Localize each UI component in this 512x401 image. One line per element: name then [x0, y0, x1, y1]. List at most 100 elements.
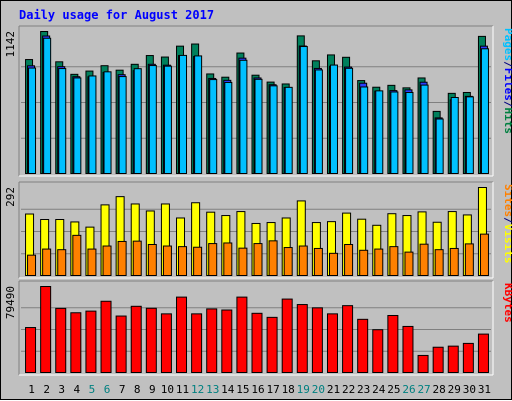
bar-kbytes — [206, 308, 218, 374]
x-tick-label: 13 — [206, 383, 219, 396]
bar-sites — [359, 249, 369, 277]
panel-legend: Pages/Files/Hits — [502, 28, 512, 134]
x-tick-label: 17 — [266, 383, 279, 396]
bar-sites — [57, 249, 67, 277]
bar-kbytes — [160, 313, 172, 373]
legend-entry: Visits — [502, 224, 512, 264]
bar-pages — [28, 67, 37, 174]
bar-kbytes — [266, 316, 278, 373]
x-tick-label: 2 — [43, 383, 50, 396]
bar-pages — [345, 67, 354, 174]
bar-pages — [254, 78, 263, 174]
x-tick-label: 14 — [221, 383, 235, 396]
x-tick-label: 29 — [448, 383, 461, 396]
bar-kbytes — [236, 296, 248, 374]
legend-entry: / — [502, 217, 512, 224]
bar-kbytes — [221, 309, 233, 374]
x-tick-label: 22 — [342, 383, 355, 396]
bar-kbytes — [145, 307, 157, 374]
bar-pages — [58, 68, 67, 174]
bar-sites — [193, 246, 203, 277]
bar-kbytes — [402, 325, 414, 373]
x-tick-label: 24 — [372, 383, 386, 396]
bar-pages — [435, 118, 444, 174]
bar-sites — [434, 249, 444, 277]
x-tick-label: 15 — [236, 383, 249, 396]
x-tick-label: 12 — [191, 383, 204, 396]
bar-pages — [269, 85, 278, 174]
bar-kbytes — [25, 327, 37, 373]
bar-sites — [27, 254, 37, 276]
panel-sites-visits: 292 Sites/Visits — [4, 181, 512, 279]
y-max-label: 1142 — [4, 31, 17, 58]
x-tick-label: 1 — [28, 383, 35, 396]
x-tick-label: 18 — [282, 383, 295, 396]
bar-pages — [73, 77, 82, 174]
x-tick-label: 3 — [58, 383, 65, 396]
bar-sites — [102, 245, 112, 277]
bar-pages — [133, 68, 142, 174]
bar-pages — [450, 96, 459, 174]
bar-kbytes — [55, 307, 67, 373]
bar-pages — [209, 79, 218, 174]
x-tick-label: 26 — [402, 383, 415, 396]
bar-kbytes — [176, 296, 188, 374]
bar-pages — [239, 59, 248, 174]
bar-kbytes — [130, 305, 142, 374]
bar-kbytes — [447, 345, 459, 373]
bar-pages — [405, 91, 414, 174]
x-tick-label: 21 — [327, 383, 340, 396]
bar-kbytes — [296, 304, 308, 374]
bar-kbytes — [191, 313, 203, 373]
x-tick-label: 16 — [251, 383, 264, 396]
bar-sites — [389, 246, 399, 277]
bar-pages — [390, 91, 399, 174]
bar-kbytes — [417, 354, 429, 374]
x-tick-label: 25 — [387, 383, 400, 396]
x-tick-label: 11 — [176, 383, 189, 396]
x-tick-label: 27 — [417, 383, 430, 396]
bar-pages — [224, 81, 233, 174]
bar-sites — [132, 240, 142, 276]
x-tick-label: 19 — [297, 383, 310, 396]
bar-kbytes — [251, 312, 263, 373]
x-tick-label: 7 — [119, 383, 126, 396]
bar-pages — [314, 69, 323, 174]
bar-kbytes — [326, 313, 338, 373]
legend-entry: Files — [502, 68, 512, 101]
x-tick-label: 28 — [433, 383, 446, 396]
bar-sites — [449, 247, 459, 277]
y-max-label: 292 — [4, 187, 17, 207]
bar-sites — [328, 252, 338, 276]
bar-kbytes — [357, 318, 369, 373]
bar-pages — [43, 37, 52, 174]
bar-kbytes — [387, 314, 399, 374]
bar-sites — [208, 243, 218, 277]
bar-sites — [374, 248, 384, 277]
x-tick-label: 30 — [463, 383, 476, 396]
bar-pages — [299, 46, 308, 174]
bar-sites — [42, 248, 52, 277]
bar-sites — [178, 246, 188, 277]
bar-sites — [253, 243, 263, 277]
bar-sites — [162, 245, 172, 277]
bar-sites — [283, 247, 293, 277]
bar-pages — [375, 90, 384, 174]
bar-pages — [103, 71, 112, 174]
bar-pages — [179, 54, 188, 175]
x-tick-label: 20 — [312, 383, 325, 396]
x-tick-label: 5 — [89, 383, 96, 396]
bar-kbytes — [40, 286, 52, 373]
chart-title: Daily usage for August 2017 — [19, 8, 214, 22]
bar-sites — [147, 243, 157, 277]
bar-sites — [313, 247, 323, 277]
bar-sites — [464, 243, 474, 277]
bar-sites — [72, 234, 82, 276]
bar-kbytes — [115, 315, 127, 374]
legend-entry: Sites — [502, 184, 512, 217]
bar-kbytes — [281, 298, 293, 373]
x-tick-label: 9 — [149, 383, 156, 396]
legend-entry: Hits — [502, 108, 512, 135]
